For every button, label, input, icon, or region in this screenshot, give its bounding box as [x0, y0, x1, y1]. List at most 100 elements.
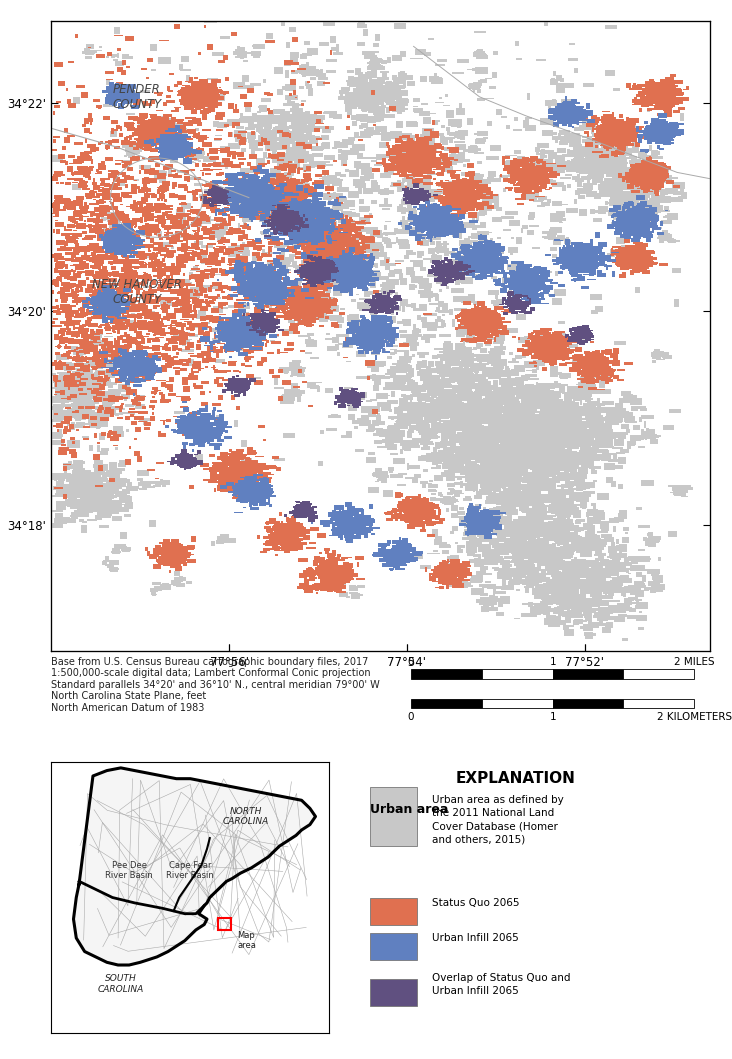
Bar — [315, 282, 323, 288]
Bar — [129, 391, 135, 395]
Bar — [309, 225, 318, 227]
Bar — [223, 473, 234, 477]
Bar — [362, 523, 365, 527]
Bar — [326, 568, 333, 569]
Bar — [349, 245, 362, 249]
Bar — [298, 225, 302, 227]
Bar — [422, 513, 425, 515]
Bar — [414, 509, 421, 511]
Bar — [657, 92, 665, 94]
Bar — [638, 183, 644, 186]
Bar — [244, 334, 248, 337]
Bar — [177, 143, 182, 146]
Bar — [519, 435, 526, 438]
Bar — [213, 197, 220, 201]
Bar — [315, 235, 323, 236]
Bar — [572, 411, 580, 417]
Bar — [521, 293, 523, 294]
Bar — [608, 132, 610, 133]
Bar — [247, 456, 250, 462]
Bar — [72, 247, 78, 249]
Bar — [109, 362, 112, 363]
Bar — [489, 361, 499, 362]
Bar — [97, 298, 105, 299]
Bar — [319, 552, 321, 554]
Bar — [575, 145, 580, 150]
Bar — [82, 521, 87, 523]
Bar — [305, 293, 307, 299]
Bar — [194, 96, 197, 100]
Bar — [392, 160, 397, 164]
Bar — [518, 572, 526, 578]
Bar — [595, 249, 600, 254]
Bar — [103, 291, 107, 295]
Bar — [341, 577, 350, 582]
Bar — [370, 230, 377, 236]
Bar — [433, 227, 438, 230]
Bar — [482, 246, 491, 249]
Bar — [111, 246, 119, 248]
Bar — [583, 246, 590, 249]
Bar — [649, 125, 654, 129]
Bar — [469, 270, 474, 273]
Bar — [360, 255, 363, 259]
Bar — [649, 78, 654, 82]
Bar — [112, 217, 119, 220]
Bar — [565, 114, 572, 119]
Bar — [102, 295, 108, 301]
Bar — [351, 114, 358, 120]
Bar — [476, 186, 484, 191]
Bar — [224, 344, 232, 347]
Bar — [106, 231, 111, 233]
Bar — [474, 472, 480, 475]
Bar — [333, 179, 342, 185]
Bar — [526, 354, 529, 356]
Bar — [356, 520, 366, 525]
Bar — [468, 439, 481, 446]
Bar — [248, 191, 253, 194]
Bar — [108, 216, 114, 217]
Bar — [198, 309, 206, 316]
Bar — [518, 299, 521, 302]
Bar — [598, 118, 600, 119]
Bar — [225, 343, 233, 347]
Bar — [452, 157, 460, 162]
Bar — [398, 154, 408, 159]
Bar — [520, 280, 530, 283]
Bar — [124, 161, 132, 165]
Bar — [393, 549, 402, 553]
Bar — [102, 293, 109, 299]
Bar — [413, 196, 420, 198]
Bar — [124, 89, 127, 94]
Bar — [479, 250, 484, 254]
Bar — [655, 96, 661, 101]
Bar — [458, 137, 461, 139]
Bar — [414, 523, 419, 526]
Bar — [397, 484, 406, 486]
Bar — [630, 170, 635, 175]
Bar — [285, 538, 290, 542]
Bar — [406, 150, 409, 152]
Bar — [74, 468, 81, 473]
Bar — [397, 146, 404, 150]
Bar — [173, 562, 179, 564]
Bar — [424, 394, 430, 399]
Bar — [274, 302, 282, 304]
Bar — [158, 324, 168, 326]
Bar — [444, 401, 453, 408]
Bar — [422, 419, 428, 425]
Bar — [351, 271, 353, 273]
Bar — [516, 317, 526, 320]
Bar — [543, 349, 548, 351]
Bar — [420, 517, 423, 518]
Bar — [575, 425, 578, 427]
Bar — [242, 481, 252, 484]
Bar — [226, 232, 234, 235]
Bar — [252, 493, 255, 495]
Bar — [386, 151, 390, 157]
Bar — [530, 159, 536, 161]
Bar — [54, 334, 59, 338]
Bar — [132, 365, 141, 367]
Bar — [640, 177, 642, 178]
Bar — [376, 230, 381, 236]
